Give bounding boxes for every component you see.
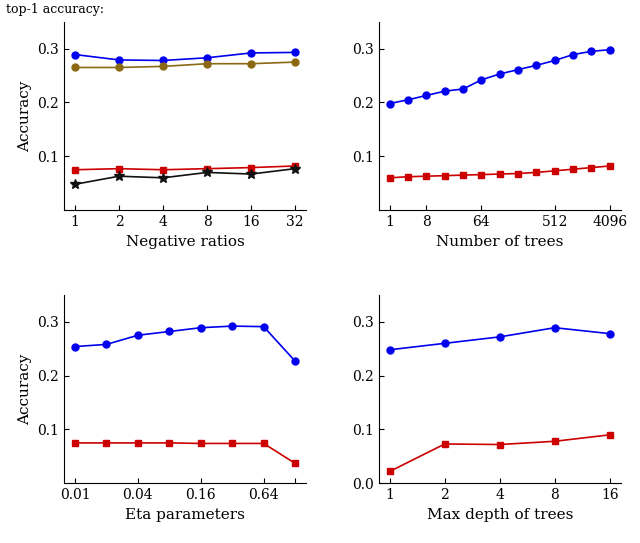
Text: top-1 accuracy:: top-1 accuracy: [6, 3, 104, 16]
Y-axis label: Accuracy: Accuracy [18, 353, 32, 425]
X-axis label: Eta parameters: Eta parameters [125, 508, 245, 522]
X-axis label: Number of trees: Number of trees [436, 235, 563, 249]
X-axis label: Negative ratios: Negative ratios [125, 235, 244, 249]
Y-axis label: Accuracy: Accuracy [18, 80, 32, 151]
X-axis label: Max depth of trees: Max depth of trees [427, 508, 573, 522]
